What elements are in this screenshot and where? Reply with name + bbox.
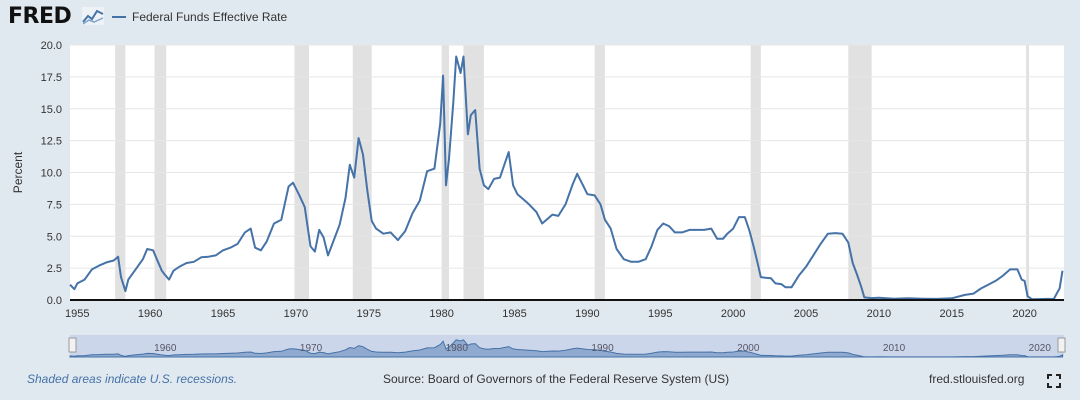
navigator-right-handle[interactable] — [1057, 337, 1066, 353]
fred-logo[interactable]: FRED — [8, 4, 72, 29]
navigator-tick-label: 1960 — [154, 343, 177, 354]
legend-label: Federal Funds Effective Rate — [132, 10, 288, 24]
y-tick-label: 10.0 — [41, 168, 62, 180]
source-note: Source: Board of Governors of the Federa… — [383, 372, 730, 386]
range-navigator[interactable]: 1960 1970 1980 1990 2000 2010 2020 — [0, 333, 1080, 359]
x-tick-label: 2000 — [721, 308, 745, 320]
navigator-tick-label: 2010 — [883, 343, 906, 354]
navigator-tick-label: 1970 — [300, 343, 323, 354]
x-tick-label: 1985 — [502, 308, 526, 320]
y-axis-label: Percent — [11, 151, 25, 193]
x-tick-label: 1980 — [429, 308, 453, 320]
y-tick-label: 12.5 — [41, 136, 62, 148]
x-tick-label: 2005 — [794, 308, 818, 320]
x-tick-label: 2020 — [1012, 308, 1036, 320]
x-axis-ticks: 1955 1960 1965 1970 1975 1980 1985 1990 1995 2000… — [65, 308, 1037, 320]
y-tick-label: 7.5 — [47, 199, 62, 211]
y-tick-label: 20.0 — [41, 40, 62, 52]
x-tick-label: 1955 — [65, 308, 89, 320]
y-tick-label: 0.0 — [47, 295, 62, 307]
x-tick-label: 1995 — [648, 308, 672, 320]
navigator-left-handle[interactable] — [68, 337, 77, 353]
navigator-ticks: 1960 1970 1980 1990 2000 2010 2020 — [154, 343, 1051, 354]
y-tick-label: 15.0 — [41, 104, 62, 116]
header: FRED Federal Funds Effective Rate — [0, 0, 1080, 34]
x-tick-label: 2010 — [867, 308, 891, 320]
fullscreen-icon[interactable] — [1047, 374, 1061, 388]
x-tick-label: 1990 — [575, 308, 599, 320]
series-line-federal-funds-rate[interactable] — [69, 55, 1064, 301]
y-axis-ticks: 0.0 2.5 5.0 7.5 10.0 12.5 15.0 17.5 20.0 — [41, 40, 62, 307]
x-tick-label: 1965 — [211, 308, 235, 320]
x-tick-label: 1960 — [138, 308, 162, 320]
y-tick-label: 5.0 — [47, 231, 62, 243]
x-tick-label: 1970 — [284, 308, 308, 320]
y-tick-label: 17.5 — [41, 72, 62, 84]
navigator-series-area — [69, 339, 1063, 358]
legend-swatch — [112, 16, 126, 18]
navigator-track — [70, 335, 1064, 357]
legend[interactable]: Federal Funds Effective Rate — [112, 10, 287, 24]
x-tick-label: 2015 — [940, 308, 964, 320]
y-tick-label: 2.5 — [47, 263, 62, 275]
recession-note: Shaded areas indicate U.S. recessions. — [27, 372, 238, 386]
navigator-tick-label: 2000 — [737, 343, 760, 354]
chart-logo-icon — [82, 7, 104, 25]
navigator-tick-label: 1990 — [591, 343, 614, 354]
navigator-tick-label: 1980 — [446, 343, 469, 354]
site-link[interactable]: fred.stlouisfed.org — [929, 372, 1025, 386]
main-chart[interactable]: 0.0 2.5 5.0 7.5 10.0 12.5 15.0 17.5 20.0 1955 196… — [0, 30, 1080, 330]
x-tick-label: 1975 — [357, 308, 381, 320]
navigator-tick-label: 2020 — [1029, 343, 1052, 354]
